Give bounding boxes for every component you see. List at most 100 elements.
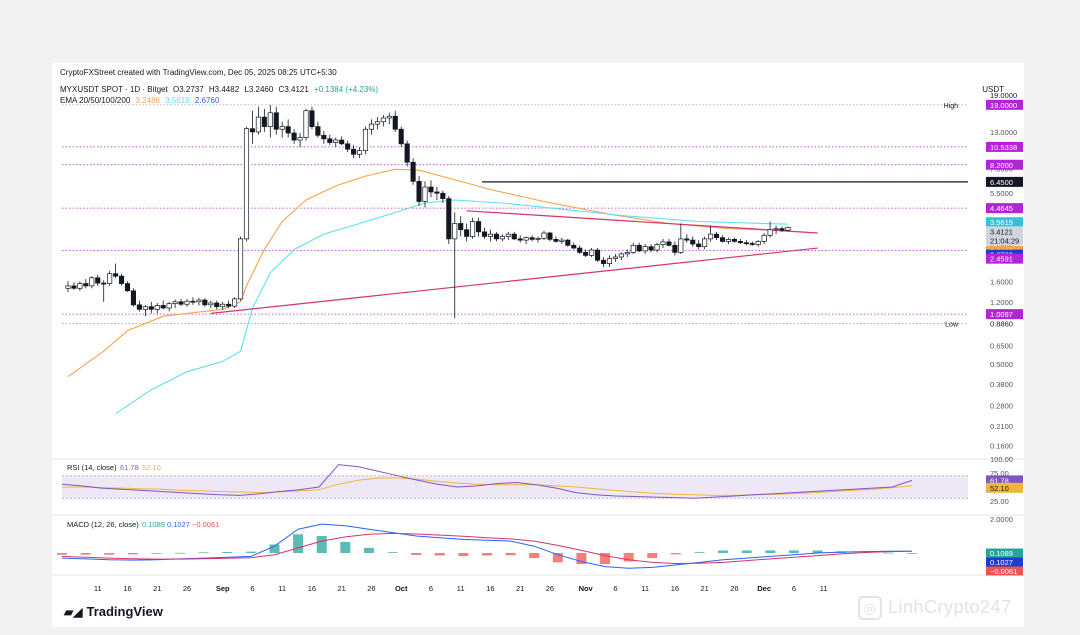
price-tag-bg <box>986 253 1023 264</box>
candle-body <box>101 282 107 285</box>
x-tick-label: 26 <box>367 584 375 593</box>
candle-body <box>208 302 214 306</box>
candle-body <box>761 234 767 242</box>
candle-body <box>285 126 291 134</box>
macd-hist-bar <box>411 553 422 556</box>
candle-body <box>178 301 184 305</box>
ema-legend[interactable]: EMA 20/50/100/200 3.2486 3.5619 2.6760 <box>60 96 222 105</box>
macd-value: 0.1089 <box>142 520 165 529</box>
candle-body <box>267 112 273 127</box>
level-label: Low <box>945 321 959 328</box>
candle-body <box>517 238 523 241</box>
candle-body <box>636 244 642 252</box>
candle-body <box>77 283 83 289</box>
macd-tag: 0.1089 <box>986 548 1023 558</box>
candle-body <box>535 238 541 240</box>
candle-body <box>249 128 256 133</box>
candle-body <box>196 299 202 303</box>
candle-body <box>333 139 339 143</box>
candle-body <box>113 273 119 277</box>
ema-label: EMA 20/50/100/200 <box>60 96 131 105</box>
x-tick-label: 16 <box>486 584 494 593</box>
candle-body <box>142 306 148 310</box>
candle-body <box>464 229 470 237</box>
macd-hist-bar <box>198 552 209 554</box>
macd-hist-bar <box>529 553 540 559</box>
candle-body <box>452 223 458 240</box>
candle-body <box>118 275 125 284</box>
candle-body <box>606 258 613 264</box>
candle-body <box>523 237 529 241</box>
candle-body <box>559 239 565 242</box>
candle-body <box>594 249 601 261</box>
candle-body <box>315 126 321 136</box>
macd-hist-bar <box>552 553 563 563</box>
candle-body <box>660 241 666 245</box>
x-tick-label: 21 <box>338 584 346 593</box>
x-tick-label: 21 <box>153 584 161 593</box>
macd-tag-bg <box>986 566 1023 576</box>
ema20-line <box>67 168 789 378</box>
candle-body <box>487 233 494 237</box>
candle-body <box>481 231 488 237</box>
candle-body <box>130 290 137 306</box>
symbol-name[interactable]: MYXUSDT SPOT · 1D · Bitget <box>60 85 168 94</box>
candle-body <box>618 253 624 258</box>
candle-body <box>654 244 660 251</box>
candle-body <box>398 128 404 145</box>
x-tick-label: Sep <box>216 584 230 593</box>
macd-hist-bar <box>245 551 256 553</box>
candle-body <box>725 239 732 242</box>
rsi-line <box>61 464 913 499</box>
candle-body <box>380 117 386 123</box>
macd-hist-bar <box>907 553 917 554</box>
chart-canvas[interactable]: 19.000013.00007.80005.50003.50002.60001.… <box>52 63 1024 603</box>
candle-body <box>345 143 351 150</box>
price-tag-bg <box>986 217 1023 228</box>
macd-hist-bar <box>670 553 681 555</box>
rsi-tag-bg <box>986 475 1023 486</box>
candle-body <box>553 239 559 242</box>
macd-tick-label: 2.0000 <box>990 515 1013 524</box>
tradingview-logo[interactable]: ▰◢ TradingView <box>64 604 163 619</box>
candle-body <box>83 283 89 287</box>
price-tag-bg <box>986 309 1023 320</box>
close-value: C3.4121 <box>278 85 309 94</box>
macd-line <box>61 523 913 569</box>
x-tick-label: 11 <box>820 584 828 593</box>
price-tag: 19.0000 <box>986 99 1023 110</box>
candle-body <box>624 252 630 255</box>
candle-body <box>630 244 636 253</box>
y-tick-label: 0.1600 <box>990 441 1013 450</box>
candle-body <box>708 233 714 240</box>
macd-hist-bar <box>718 550 729 553</box>
candle-body <box>589 249 595 256</box>
x-tick-label: 6 <box>250 584 254 593</box>
price-tag: 3.4121 <box>986 226 1023 237</box>
high-value: H3.4482 <box>208 85 240 94</box>
candle-body <box>713 233 720 239</box>
watermark: ◎ LinhCrypto247 <box>858 596 1012 620</box>
candle-body <box>273 112 279 130</box>
candle-body <box>446 198 452 240</box>
price-tag-bg <box>986 159 1023 170</box>
candle-body <box>357 150 363 155</box>
ema20-value: 3.2486 <box>135 96 160 105</box>
x-tick-label: 26 <box>730 584 738 593</box>
candle-body <box>279 126 285 130</box>
candle-body <box>440 192 446 199</box>
candle-body <box>702 238 708 248</box>
chart-card: CryptoFXStreet created with TradingView.… <box>52 63 1024 627</box>
candle-body <box>416 180 422 202</box>
macd-hist-bar <box>104 553 115 555</box>
candle-body <box>321 134 327 140</box>
currency-unit: USDT <box>982 85 1004 94</box>
macd-hist-bar <box>482 553 492 556</box>
price-tag-text: 6.4500 <box>990 178 1013 187</box>
macd-tag-bg <box>986 557 1023 567</box>
candle-body <box>583 252 589 256</box>
candle-body <box>386 115 392 119</box>
candle-body <box>571 244 577 249</box>
candle-body <box>232 298 238 307</box>
macd-hist-bar <box>127 553 138 555</box>
